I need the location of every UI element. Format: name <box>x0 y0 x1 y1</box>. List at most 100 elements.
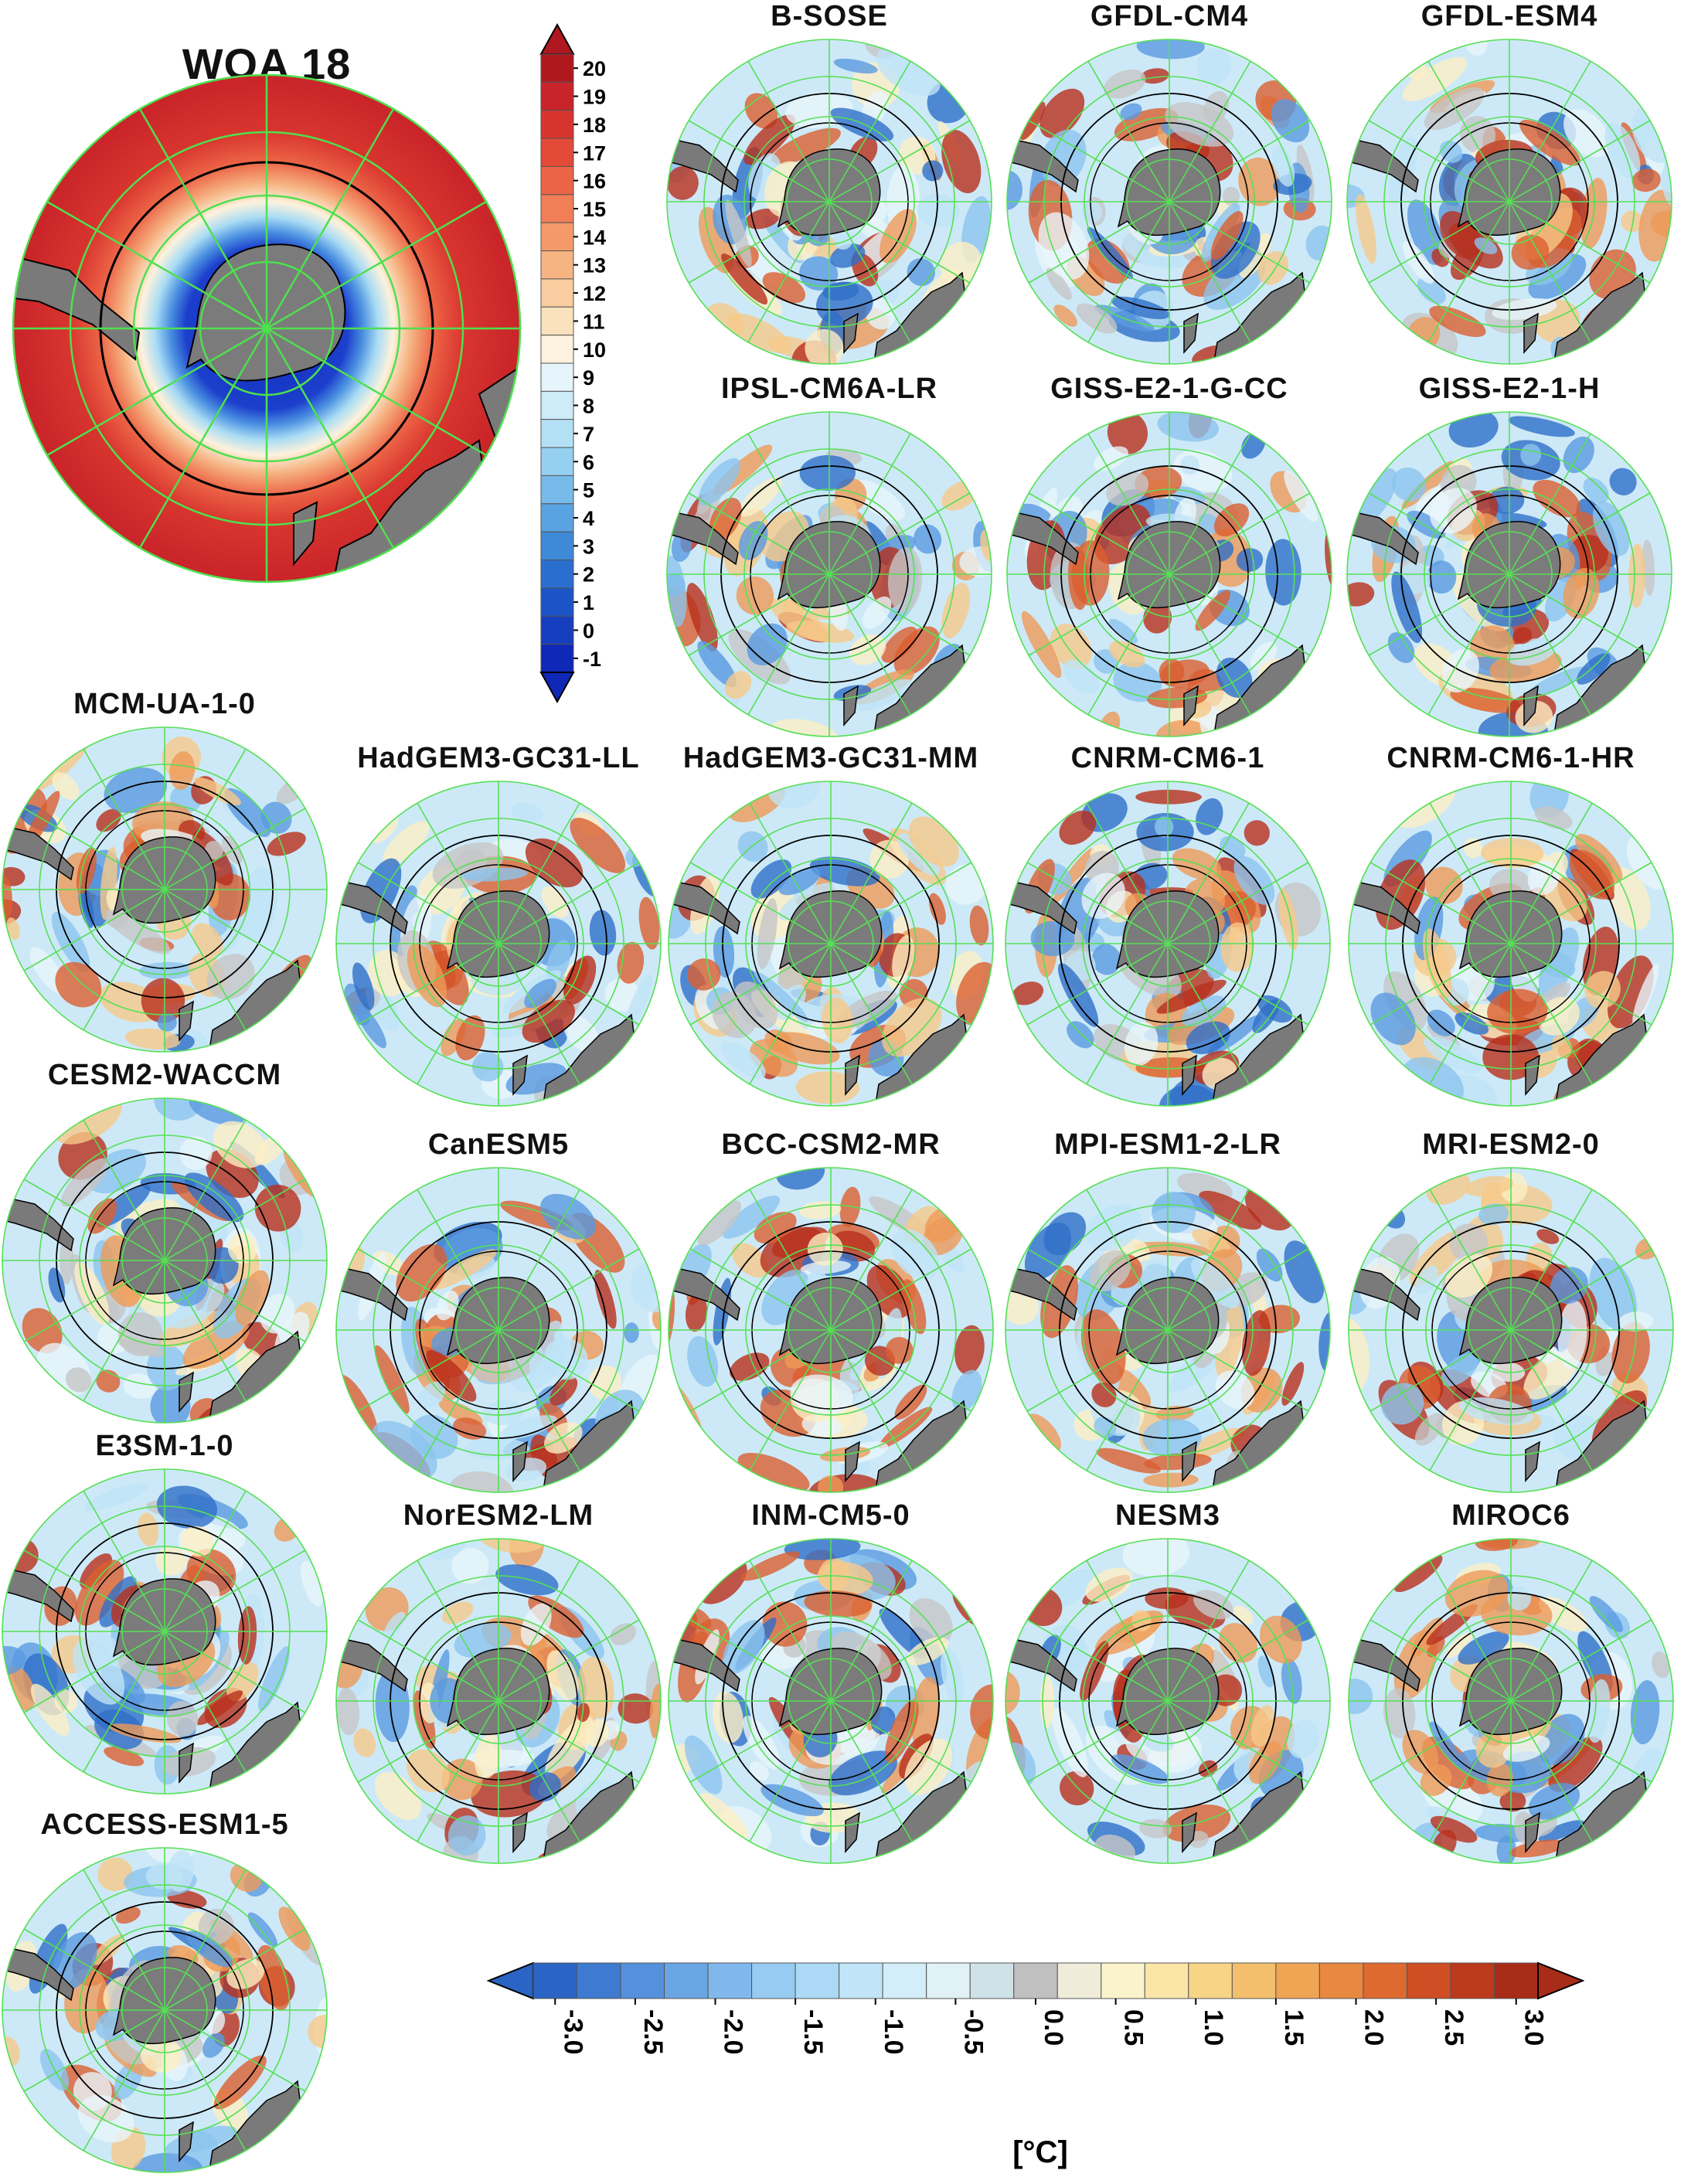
anomaly-map <box>1006 411 1332 737</box>
colorbar-anomaly-tick-label: -3.0 <box>558 2009 587 2055</box>
colorbar-anomaly-swatch <box>751 1962 796 1999</box>
colorbar-anomaly-tick-label: 0.0 <box>1039 2009 1068 2046</box>
colorbar-absolute-swatch <box>540 138 574 167</box>
colorbar-absolute-swatch <box>540 419 574 448</box>
anomaly-map <box>1005 1538 1331 1864</box>
panel-title: E3SM-1-0 <box>95 1430 234 1462</box>
anomaly-map <box>335 781 662 1107</box>
colorbar-anomaly-tick-label: 2.0 <box>1359 2009 1388 2046</box>
panel-title: CNRM-CM6-1-HR <box>1386 742 1635 774</box>
panel-b-sose: B-SOSE <box>665 0 994 376</box>
colorbar-absolute-swatch <box>540 250 574 280</box>
panel-hadgem3-gc31-ll: HadGEM3-GC31-LL <box>334 742 663 1118</box>
woa18-panel: WOA 18 <box>8 31 526 587</box>
colorbar-anomaly-tick-label: 0.5 <box>1119 2009 1148 2046</box>
colorbar-anomaly-tick-label: -0.5 <box>958 2009 988 2055</box>
panel-title: CanESM5 <box>427 1128 570 1161</box>
colorbar-absolute-swatch <box>540 560 574 589</box>
colorbar-absolute-tick-label: -1 <box>583 648 601 671</box>
colorbar-absolute-tick-label: 6 <box>583 451 594 474</box>
anomaly-map <box>1348 781 1674 1107</box>
colorbar-anomaly-tick-label: -2.0 <box>719 2009 748 2055</box>
panel-title: MPI-ESM1-2-LR <box>1054 1128 1281 1161</box>
colorbar-anomaly-swatch <box>1101 1962 1145 1999</box>
colorbar-anomaly-swatch <box>1318 1962 1364 1999</box>
panel-bcc-csm2-mr: BCC-CSM2-MR <box>666 1128 995 1504</box>
panel-title: CESM2-WACCM <box>47 1059 282 1091</box>
anomaly-map <box>1346 39 1672 365</box>
panel-miroc6: MIROC6 <box>1346 1499 1676 1875</box>
colorbar-anomaly-swatch <box>882 1962 927 1999</box>
colorbar-anomaly-swatch <box>1013 1962 1058 1999</box>
colorbar-absolute-tick-label: 2 <box>583 563 594 587</box>
colorbar-anomaly-tick-label: 1.0 <box>1199 2009 1228 2046</box>
panel-title: ACCESS-ESM1-5 <box>40 1808 289 1841</box>
panel-title: NorESM2-LM <box>403 1499 594 1532</box>
colorbar-absolute-swatch <box>540 615 574 645</box>
anomaly-map <box>668 1167 994 1493</box>
anomaly-map <box>1346 411 1672 737</box>
panel-title: GFDL-ESM4 <box>1421 0 1598 32</box>
colorbar-absolute-swatch <box>540 503 574 532</box>
colorbar-absolute-tick-label: 9 <box>583 366 594 390</box>
colorbar-absolute-swatch <box>540 110 574 139</box>
colorbar-absolute-swatch <box>540 306 574 336</box>
colorbar-anomaly-swatch <box>1275 1962 1320 1999</box>
colorbar-anomaly-arrow-left <box>487 1961 534 2000</box>
colorbar-absolute-tick-label: 11 <box>583 310 605 333</box>
panel-giss-e2-1-g-cc: GISS-E2-1-G-CC <box>1005 373 1334 748</box>
colorbar-anomaly-swatch <box>1188 1962 1233 1999</box>
panel-canesm5: CanESM5 <box>334 1128 663 1504</box>
colorbar-anomaly-swatch <box>1406 1962 1451 1999</box>
anomaly-map <box>2 726 328 1053</box>
panel-title: CNRM-CM6-1 <box>1070 742 1265 774</box>
panel-title: IPSL-CM6A-LR <box>720 373 938 405</box>
colorbar-absolute-swatch <box>540 587 574 617</box>
panel-e3sm-1-0: E3SM-1-0 <box>0 1430 329 1805</box>
colorbar-absolute-swatch <box>540 194 574 223</box>
panel-title: HadGEM3-GC31-LL <box>357 742 640 774</box>
panel-access-esm1-5: ACCESS-ESM1-5 <box>0 1808 329 2184</box>
colorbar-absolute-tick-label: 13 <box>583 254 606 277</box>
colorbar-unit-label: [°C] <box>1012 2135 1068 2169</box>
colorbar-absolute-arrow-bottom <box>539 672 575 703</box>
colorbar-anomaly-swatch <box>839 1962 883 1999</box>
colorbar-absolute-tick-label: 17 <box>583 141 606 165</box>
colorbar-anomaly-swatch <box>926 1962 971 1999</box>
colorbar-absolute-tick-label: 3 <box>583 535 594 558</box>
colorbar-absolute-swatch <box>540 362 574 392</box>
colorbar-absolute-swatch <box>540 222 574 252</box>
anomaly-map <box>335 1538 662 1864</box>
colorbar-absolute-swatch <box>540 531 574 561</box>
colorbar-absolute-tick-label: 1 <box>583 591 594 614</box>
anomaly-map <box>1348 1167 1674 1493</box>
colorbar-anomaly-tick-label: 1.5 <box>1279 2009 1308 2046</box>
anomaly-map <box>668 1538 994 1864</box>
anomaly-map <box>2 1097 328 1424</box>
colorbar-absolute-tick-label: 4 <box>583 507 594 530</box>
colorbar-anomaly-tick-label: -1.0 <box>879 2009 908 2055</box>
colorbar-absolute-tick-label: 7 <box>583 423 594 446</box>
panel-title: MIROC6 <box>1451 1499 1570 1532</box>
panel-title: GFDL-CM4 <box>1090 0 1249 32</box>
anomaly-map <box>2 1468 328 1794</box>
colorbar-anomaly-swatch <box>1363 1962 1407 1999</box>
panel-title: B-SOSE <box>771 0 888 32</box>
colorbar-anomaly-arrow-right <box>1537 1961 1584 2000</box>
panel-hadgem3-gc31-mm: HadGEM3-GC31-MM <box>666 742 995 1118</box>
colorbar-absolute-arrow-top <box>539 23 575 55</box>
colorbar-absolute-tick-label: 20 <box>583 57 606 80</box>
anomaly-map <box>666 39 992 365</box>
panel-title: NESM3 <box>1115 1499 1220 1532</box>
anomaly-map <box>1006 39 1332 365</box>
colorbar-absolute-tick-label: 18 <box>583 114 606 137</box>
anomaly-map <box>2 1847 328 2173</box>
colorbar-anomaly-swatch <box>1450 1962 1495 1999</box>
anomaly-map <box>1348 1538 1674 1864</box>
panel-mcm-ua-1-0: MCM-UA-1-0 <box>0 688 329 1063</box>
anomaly-map <box>1005 781 1331 1107</box>
colorbar-anomaly-swatch <box>532 1962 578 1999</box>
panel-mpi-esm1-2-lr: MPI-ESM1-2-LR <box>1003 1128 1332 1504</box>
panel-cnrm-cm6-1: CNRM-CM6-1 <box>1003 742 1332 1118</box>
colorbar-absolute-tick-label: 5 <box>583 479 594 502</box>
